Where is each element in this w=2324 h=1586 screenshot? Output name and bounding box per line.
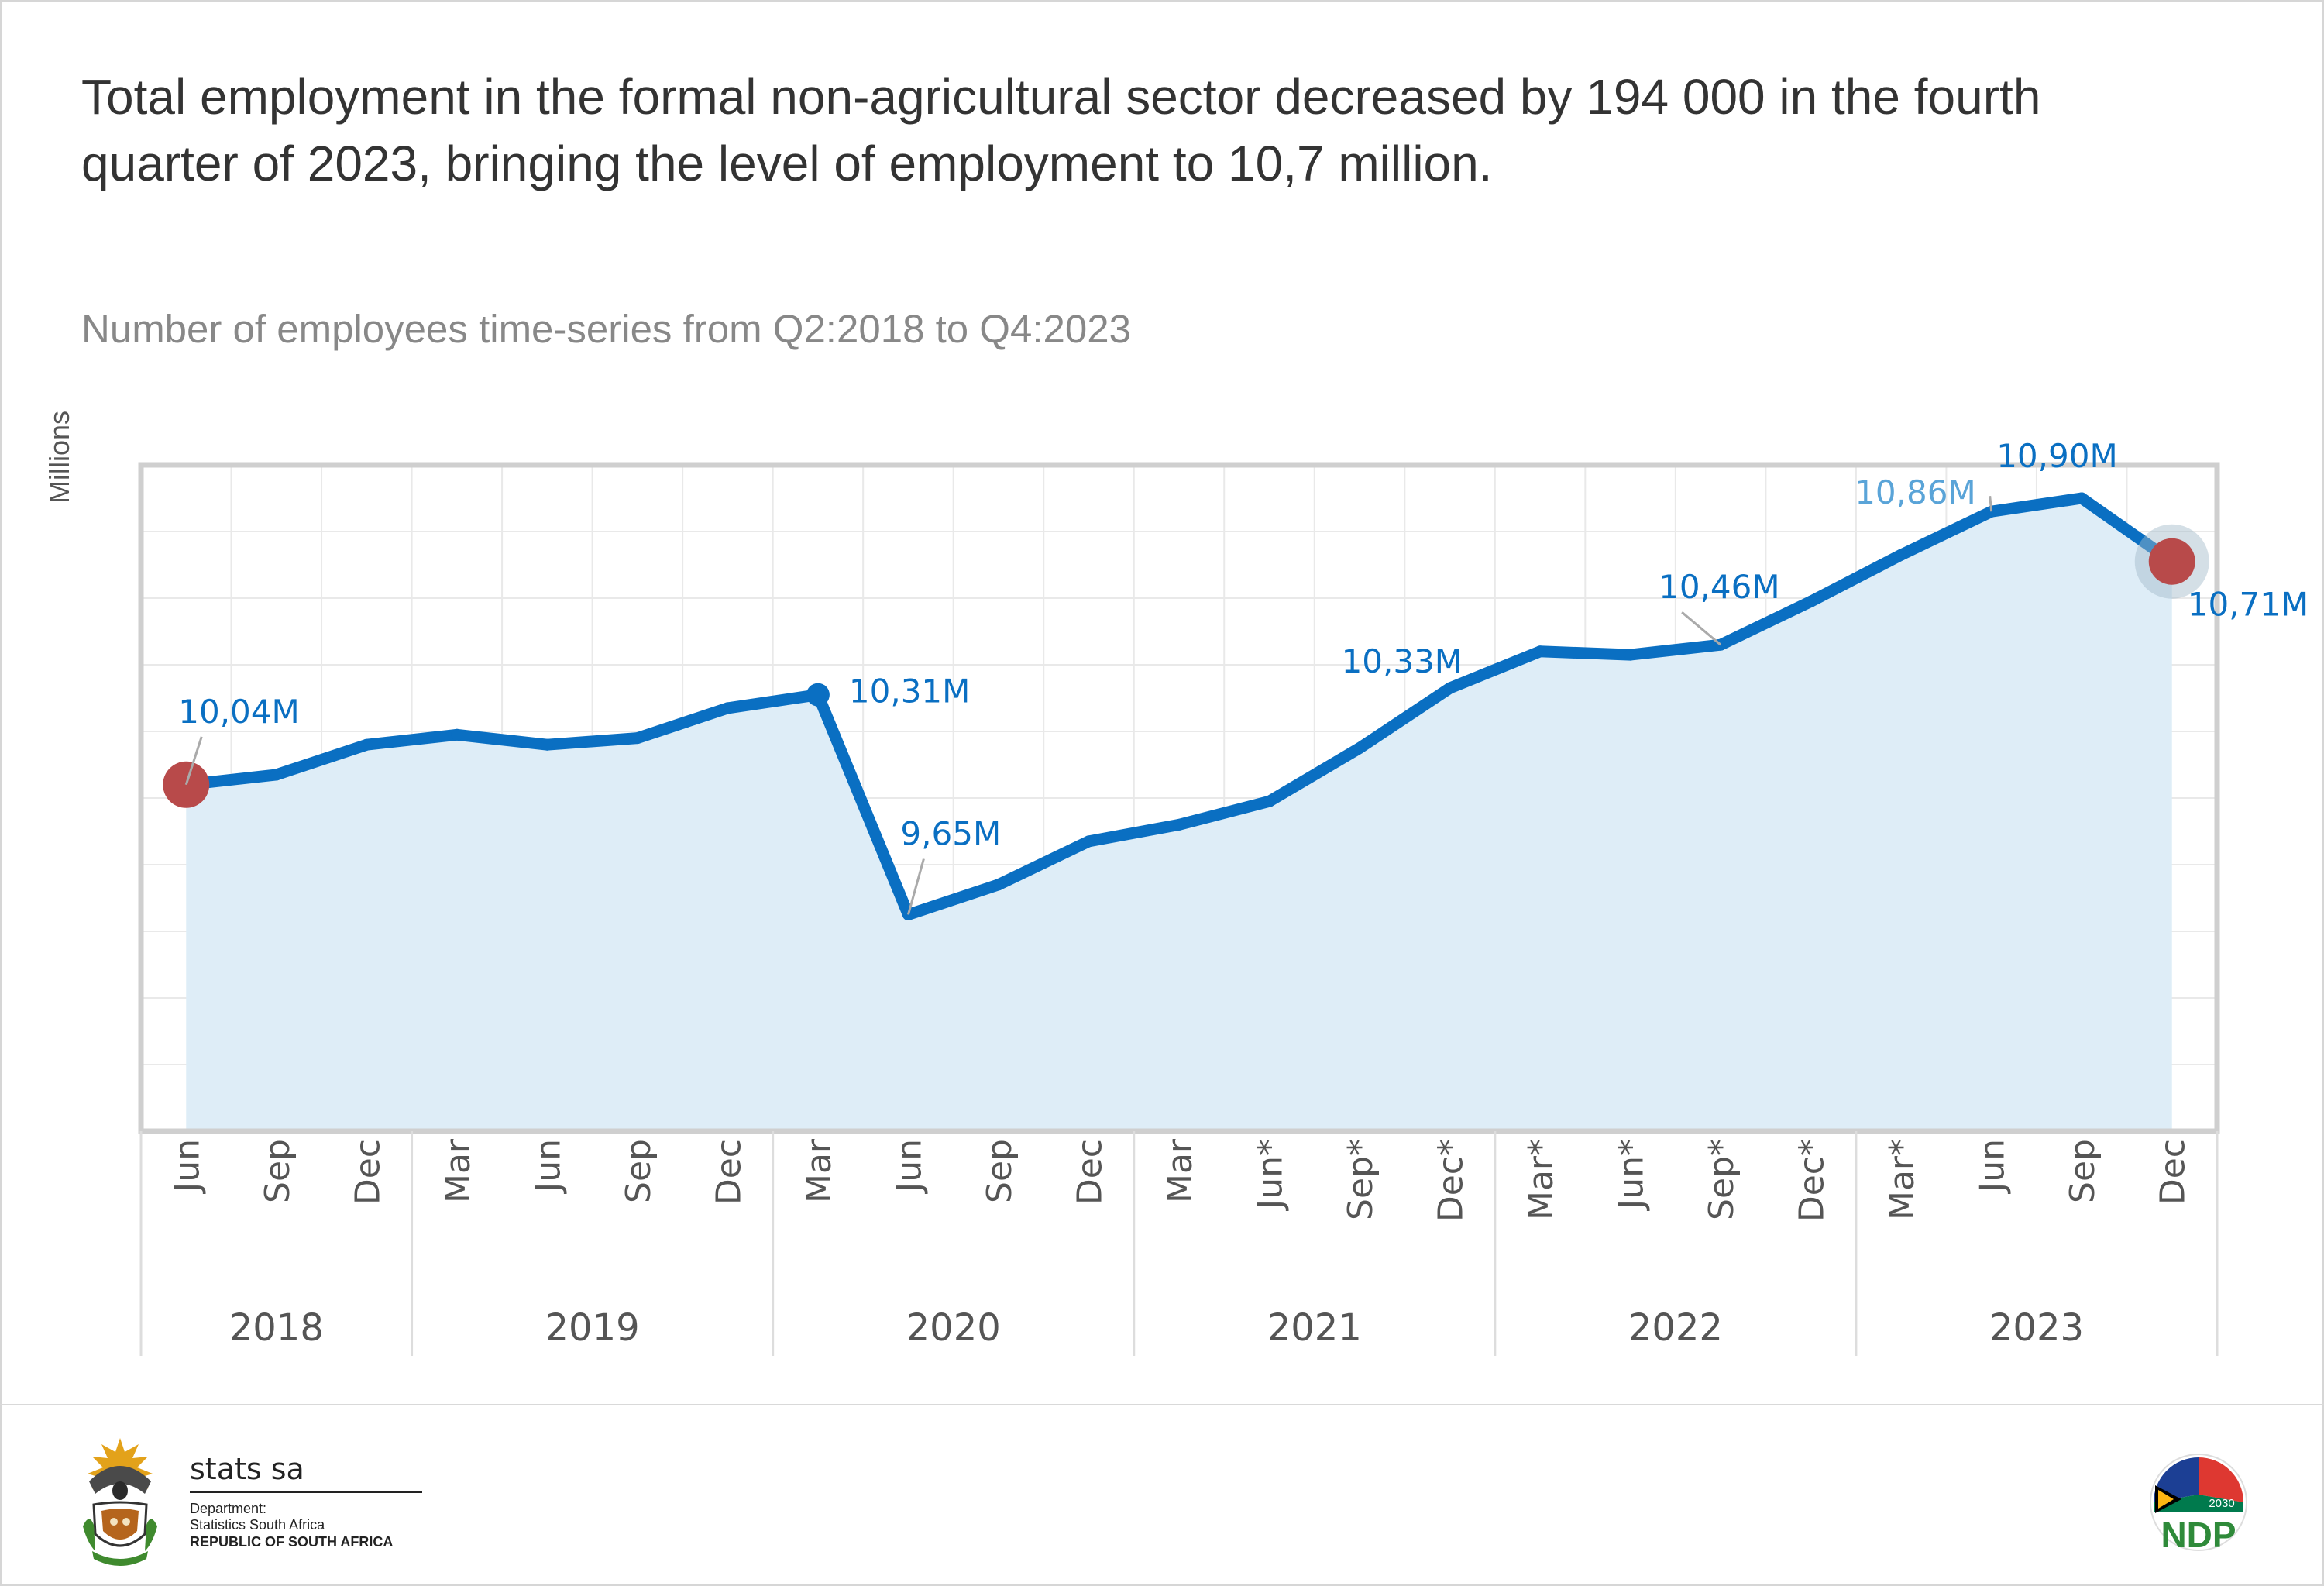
x-year-label: 2022: [1628, 1306, 1723, 1350]
x-tick-label: Dec*: [1793, 1139, 1832, 1222]
series-area: [186, 498, 2172, 1131]
department-label: Department:: [190, 1501, 267, 1516]
x-tick-label: Jun: [167, 1139, 207, 1195]
x-tick-label: Mar: [438, 1138, 478, 1203]
data-label: 10,86M: [1855, 473, 1975, 511]
data-label: 10,31M: [849, 673, 970, 710]
data-point[interactable]: [1534, 645, 1546, 658]
label-leader-line: [1989, 496, 1993, 512]
label-leader-line: [184, 736, 203, 786]
ndp-year-text: 2030: [2209, 1497, 2234, 1510]
ndp-2030-logo: 2030 NDP: [2150, 1454, 2247, 1555]
x-tick-label: Sep: [619, 1139, 658, 1203]
highlight-point[interactable]: [163, 761, 210, 808]
x-tick-label: Sep*: [1702, 1139, 1741, 1220]
data-point[interactable]: [1895, 549, 1907, 561]
data-point[interactable]: [992, 879, 1005, 891]
x-tick-label: Dec: [709, 1139, 748, 1205]
coat-of-arms-logo: [83, 1438, 157, 1566]
x-tick-label: Jun*: [1612, 1139, 1652, 1212]
brand-name: stats sa: [190, 1452, 304, 1486]
data-point[interactable]: [806, 683, 830, 707]
x-year-label: 2023: [1989, 1306, 2084, 1350]
data-label: 10,33M: [1342, 642, 1463, 680]
footer-divider: [0, 1404, 2324, 1405]
chart-point-layer: [163, 492, 2209, 920]
data-point[interactable]: [451, 728, 463, 741]
department-name: Statistics South Africa: [190, 1517, 325, 1533]
data-label: 10,46M: [1659, 568, 1779, 606]
x-tick-label: Dec*: [1432, 1139, 1471, 1222]
data-point[interactable]: [631, 732, 644, 745]
x-tick-label: Jun*: [1251, 1139, 1291, 1212]
data-point[interactable]: [1805, 595, 1817, 607]
x-tick-label: Mar: [799, 1138, 839, 1203]
chart-subtitle: Number of employees time-series from Q2:…: [81, 307, 1131, 351]
x-tick-label: Dec: [2154, 1139, 2193, 1205]
x-tick-label: Sep: [2063, 1139, 2102, 1203]
x-tick-label: Mar*: [1882, 1139, 1922, 1220]
x-tick-label: Sep: [258, 1139, 297, 1203]
ndp-logo-text: NDP: [2161, 1515, 2236, 1555]
x-tick-label: Mar: [1160, 1138, 1200, 1203]
x-tick-label: Sep: [980, 1139, 1019, 1203]
data-label: 10,04M: [178, 693, 299, 731]
x-year-label: 2020: [906, 1306, 1001, 1350]
data-point[interactable]: [1173, 818, 1185, 831]
x-year-label: 2021: [1267, 1306, 1362, 1350]
data-label: 10,90M: [1996, 437, 2117, 475]
data-point[interactable]: [1263, 795, 1276, 807]
x-tick-label: Jun: [1973, 1139, 2013, 1195]
highlight-point[interactable]: [2148, 538, 2195, 585]
headline: Total employment in the formal non-agric…: [81, 69, 2041, 191]
employment-chart: 10,04M 10,31M 9,65M 10,33M 10,46M 10,86M 10,90…: [138, 437, 2309, 1356]
republic-label: REPUBLIC OF SOUTH AFRICA: [190, 1534, 394, 1550]
x-tick-label: Jun: [528, 1139, 568, 1195]
data-point[interactable]: [541, 738, 553, 751]
plot-border: [138, 462, 2220, 1134]
brand-rule: [190, 1491, 422, 1493]
x-year-label: 2018: [229, 1306, 324, 1350]
x-tick-label: Dec: [1070, 1139, 1109, 1205]
data-point[interactable]: [721, 702, 734, 714]
footer: stats sa Department: Statistics South Af…: [0, 1405, 2324, 1586]
x-tick-label: Mar*: [1521, 1139, 1561, 1220]
x-axis: Jun Sep Dec Mar Jun Sep Dec Mar Jun Sep Dec Mar Jun*…: [139, 1131, 2219, 1356]
x-tick-label: Sep*: [1341, 1139, 1380, 1220]
x-tick-label: Dec: [348, 1139, 387, 1205]
chart-label-layer: 10,04M 10,31M 9,65M 10,33M 10,46M 10,86M 10,90…: [178, 437, 2309, 915]
x-tick-label: Jun: [889, 1139, 929, 1195]
data-label: 10,71M: [2188, 586, 2309, 624]
data-point[interactable]: [1444, 682, 1456, 694]
data-point[interactable]: [1624, 649, 1637, 661]
x-year-label: 2019: [545, 1306, 640, 1350]
data-label: 9,65M: [900, 815, 1001, 853]
chart-area-layer: [186, 498, 2172, 1131]
data-point[interactable]: [2075, 492, 2088, 504]
label-leader-line: [906, 858, 925, 915]
label-leader-line: [1681, 611, 1722, 646]
data-point[interactable]: [270, 769, 283, 781]
data-point[interactable]: [1082, 835, 1095, 848]
data-point[interactable]: [1353, 742, 1366, 754]
data-point[interactable]: [360, 738, 373, 751]
